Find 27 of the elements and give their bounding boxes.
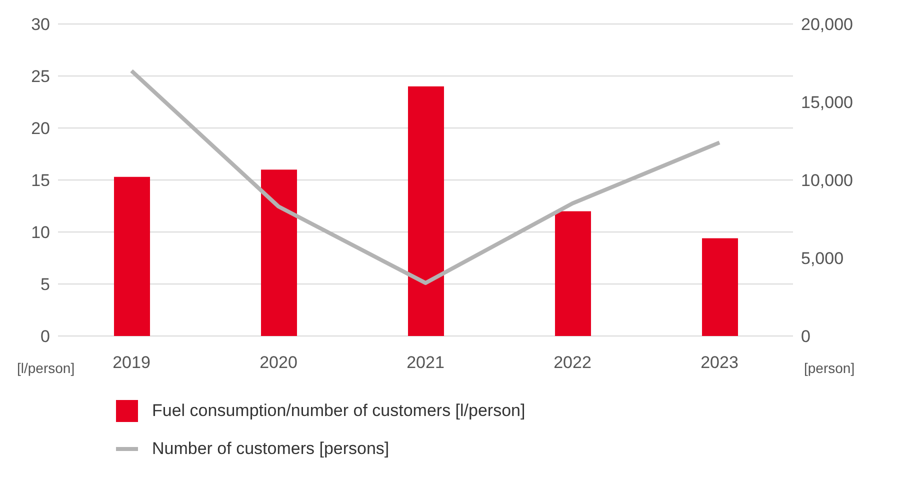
bar xyxy=(408,86,444,336)
legend-label: Number of customers [persons] xyxy=(152,439,390,459)
x-tick-label: 2023 xyxy=(700,353,738,372)
x-tick-label: 2019 xyxy=(112,353,150,372)
y2-axis-title: [person] xyxy=(804,360,855,376)
y2-tick-label: 10,000 xyxy=(801,171,853,190)
y-tick-label: 5 xyxy=(40,275,50,294)
y2-tick-label: 20,000 xyxy=(801,15,853,34)
y-tick-label: 30 xyxy=(31,15,50,34)
legend-label: Fuel consumption/number of customers [l/person] xyxy=(152,401,526,421)
y-tick-label: 20 xyxy=(31,119,50,138)
bar xyxy=(261,170,297,336)
x-tick-label: 2022 xyxy=(554,353,592,372)
bar xyxy=(114,176,150,336)
line-series xyxy=(130,68,722,285)
y2-tick-label: 0 xyxy=(801,327,810,346)
y2-tick-label: 15,000 xyxy=(801,93,853,112)
y-axis-title: [l/person] xyxy=(17,360,75,376)
y-tick-label: 0 xyxy=(40,327,50,346)
bar xyxy=(702,238,738,336)
bar xyxy=(555,211,591,336)
x-tick-label: 2020 xyxy=(260,353,298,372)
y-tick-label: 15 xyxy=(31,171,50,190)
y2-tick-label: 5,000 xyxy=(801,249,844,268)
x-tick-label: 2021 xyxy=(406,353,444,372)
y-tick-label: 10 xyxy=(31,223,50,242)
y-tick-label: 25 xyxy=(31,67,50,86)
